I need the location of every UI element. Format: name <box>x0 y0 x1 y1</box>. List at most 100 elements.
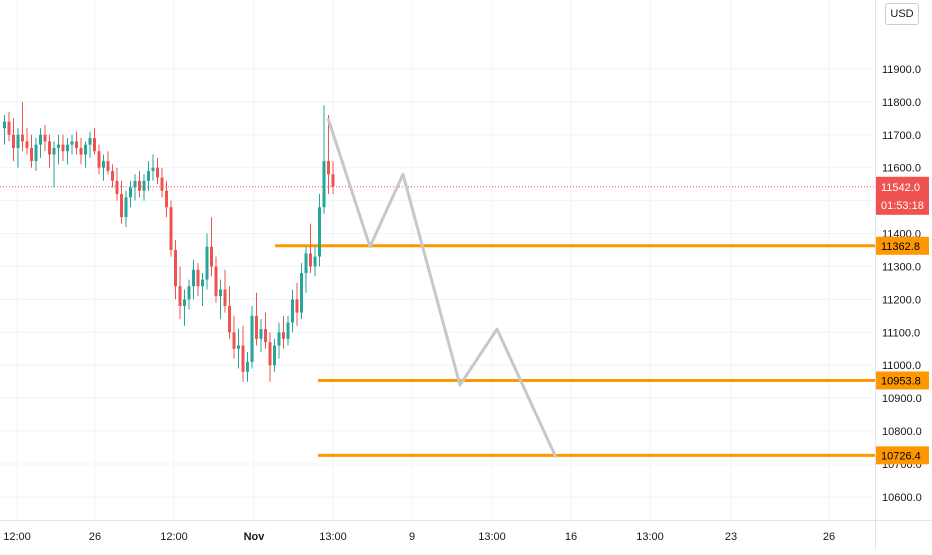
price-tick-label: 11000.0 <box>882 360 921 372</box>
candle-body <box>268 342 272 366</box>
candle-body <box>318 207 321 257</box>
candle-body <box>300 273 303 313</box>
projection-line[interactable] <box>326 117 558 459</box>
candle-body <box>30 147 33 162</box>
candle-body <box>12 134 15 148</box>
level-price-tag <box>876 236 929 255</box>
candle-body <box>169 207 173 251</box>
candle-body <box>115 180 119 195</box>
candle-body <box>286 322 290 339</box>
candle-body <box>241 345 245 372</box>
candle-body <box>138 180 141 191</box>
candle-body <box>34 144 38 162</box>
candle-body <box>160 177 164 191</box>
countdown-label: 01:53:18 <box>881 200 924 212</box>
candle-body <box>133 180 137 188</box>
candle-body <box>327 161 330 175</box>
candle-body <box>214 266 218 297</box>
horizontal-levels <box>0 186 876 457</box>
level-price-label: 10726.4 <box>881 450 921 462</box>
candle-body <box>250 315 254 362</box>
projection-path <box>326 117 558 459</box>
candle-body <box>61 144 65 152</box>
candle-body <box>277 332 281 346</box>
candle-body <box>106 161 110 171</box>
time-tick-label: 16 <box>565 531 577 543</box>
candle-body <box>48 141 51 155</box>
candle-body <box>246 361 249 372</box>
price-axis[interactable]: 10600.010700.010800.010900.011000.011100… <box>882 64 922 504</box>
candle-body <box>79 147 83 155</box>
candle-body <box>129 187 132 198</box>
candles <box>3 101 335 382</box>
level-price-label: 11362.8 <box>881 241 920 253</box>
candle-body <box>151 167 155 171</box>
candle-body <box>25 141 29 148</box>
candle-body <box>295 299 299 313</box>
level-labels: 11362.8 10953.8 10726.4 <box>876 236 929 465</box>
candle-body <box>156 167 159 178</box>
candle-body <box>264 329 267 343</box>
candle-body <box>16 134 20 148</box>
candle-body <box>309 253 312 267</box>
candle-body <box>7 121 11 135</box>
current-price-tag: 11542.0 01:53:18 <box>876 176 929 215</box>
candle-body <box>187 286 191 300</box>
price-tick-label: 11100.0 <box>882 327 920 339</box>
candle-body <box>331 174 335 187</box>
candle-body <box>124 197 128 218</box>
candle-body <box>142 180 146 191</box>
time-tick-label: 26 <box>89 531 101 543</box>
price-tick-label: 11300.0 <box>882 261 921 273</box>
candle-body <box>196 269 200 287</box>
time-tick-label: 13:00 <box>319 531 347 543</box>
time-tick-label: 23 <box>725 531 737 543</box>
candle-body <box>205 246 209 280</box>
candle-body <box>255 315 258 339</box>
price-tick-label: 11900.0 <box>882 64 921 76</box>
candle-body <box>304 253 308 274</box>
candle-body <box>88 138 92 145</box>
time-tick-label: 13:00 <box>636 531 664 543</box>
time-tick-label: 13:00 <box>478 531 506 543</box>
candle-body <box>147 170 150 181</box>
candle-body <box>70 141 74 145</box>
candle-body <box>291 299 294 323</box>
time-tick-label: 12:00 <box>160 531 188 543</box>
price-tick-label: 11800.0 <box>882 97 921 109</box>
candle-body <box>43 134 47 142</box>
price-tick-label: 10800.0 <box>882 426 922 438</box>
current-price-tag-bg <box>876 176 929 215</box>
candle-body <box>120 194 123 218</box>
time-axis[interactable]: 12:00 26 12:00 Nov 13:00 9 13:00 16 13:00 23 26 <box>3 531 835 543</box>
candle-body <box>223 289 227 306</box>
candle-body <box>322 161 326 208</box>
candle-body <box>52 147 56 155</box>
grid <box>0 0 876 520</box>
current-price-label: 11542.0 <box>881 182 920 194</box>
candle-body <box>102 161 105 168</box>
candle-body <box>313 256 317 267</box>
time-tick-label: 26 <box>823 531 835 543</box>
candle-body <box>192 269 195 287</box>
candle-body <box>178 286 182 306</box>
price-tick-label: 10600.0 <box>882 492 922 504</box>
candle-body <box>228 305 231 333</box>
price-tick-label: 11200.0 <box>882 294 921 306</box>
candle-body <box>273 345 276 366</box>
candle-body <box>3 121 6 129</box>
candle-body <box>84 144 87 155</box>
candle-body <box>232 332 236 349</box>
candle-body <box>165 190 168 208</box>
candle-body <box>97 151 101 168</box>
candle-body <box>219 289 222 297</box>
price-tick-label: 11600.0 <box>882 163 921 175</box>
currency-button[interactable]: USD <box>885 3 919 25</box>
level-price-label: 10953.8 <box>881 375 921 387</box>
price-tick-label: 11700.0 <box>882 130 921 142</box>
candle-body <box>183 299 186 306</box>
level-price-tag <box>876 446 929 465</box>
candle-body <box>282 332 285 339</box>
